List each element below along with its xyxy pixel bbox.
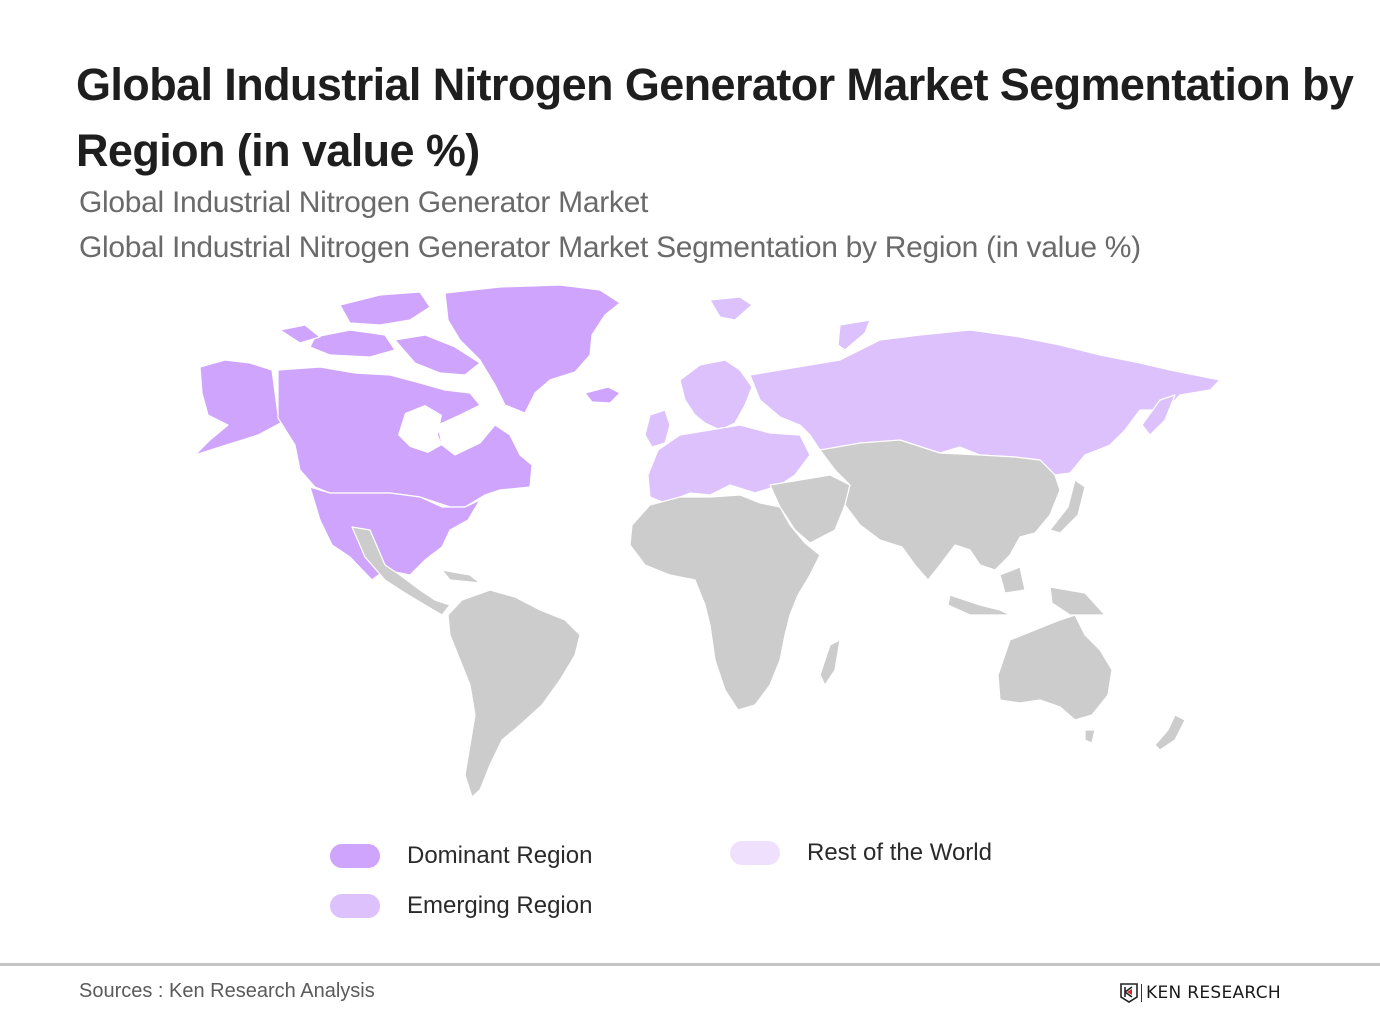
subtitle-market: Global Industrial Nitrogen Generator Mar… <box>79 186 649 219</box>
logo-text: KEN RESEARCH <box>1146 983 1281 1003</box>
source-note: Sources : Ken Research Analysis <box>79 980 375 1002</box>
legend-item-rest-of-world: Rest of the World <box>730 839 992 867</box>
subtitle-segmentation: Global Industrial Nitrogen Generator Mar… <box>79 231 1141 264</box>
legend-swatch-dominant <box>330 844 380 868</box>
ken-research-logo-icon <box>1120 983 1138 1003</box>
legend-item-emerging: Emerging Region <box>330 892 592 920</box>
world-map <box>180 275 1221 798</box>
page-title: Global Industrial Nitrogen Generator Mar… <box>76 59 1354 176</box>
legend-label-emerging: Emerging Region <box>407 892 593 919</box>
ken-research-logo: KEN RESEARCH <box>1120 983 1281 1003</box>
legend-label-rest-of-world: Rest of the World <box>807 839 992 866</box>
region-europe-russia <box>644 296 1221 504</box>
logo-separator <box>1141 984 1142 1002</box>
region-rest <box>352 440 1186 798</box>
legend-item-dominant: Dominant Region <box>330 842 592 870</box>
footer-divider <box>0 963 1380 966</box>
legend-swatch-emerging <box>330 894 380 918</box>
legend-swatch-rest-of-world <box>730 841 780 865</box>
legend-label-dominant: Dominant Region <box>407 842 593 869</box>
